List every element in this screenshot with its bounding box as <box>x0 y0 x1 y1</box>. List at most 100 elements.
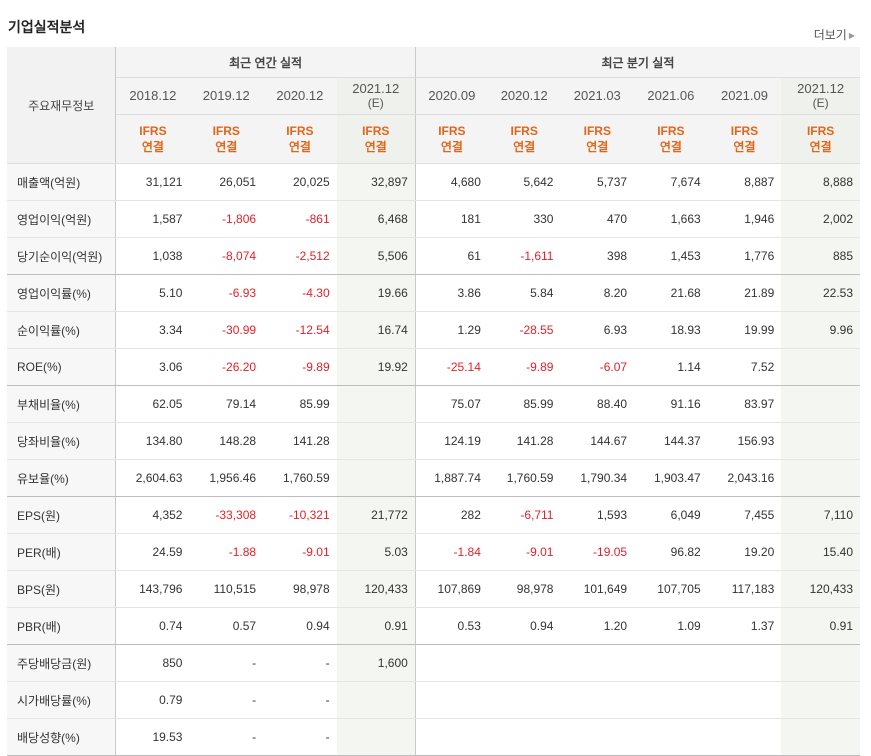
table-cell <box>781 681 860 719</box>
table-cell: 85.99 <box>263 385 337 423</box>
table-cell <box>336 718 416 756</box>
table-row: ROE(%) 3.06 -26.20 -9.89 19.92 -25.14 -9.89 -6.… <box>7 348 860 386</box>
basis-header: IFRS 연결 <box>415 114 488 164</box>
table-cell: 110,515 <box>189 570 264 608</box>
table-row: PER(배) 24.59 -1.88 -9.01 5.03 -1.84 -9.01 -19.0… <box>7 533 860 571</box>
period-label: 2018.12 <box>129 88 177 103</box>
table-cell: 75.07 <box>415 385 488 423</box>
table-row: 시가배당률(%) 0.79- - <box>7 681 860 719</box>
row-label: 영업이익률(%) <box>7 274 117 312</box>
table-cell: 31,121 <box>115 163 190 201</box>
table-cell: -6,711 <box>487 496 561 534</box>
period-label: 2020.09 <box>428 88 476 103</box>
table-cell: 8.20 <box>560 274 635 312</box>
table-cell <box>336 681 416 719</box>
table-cell: 181 <box>415 200 488 238</box>
table-cell: 120,433 <box>781 570 860 608</box>
basis-standard: IFRS <box>362 124 390 138</box>
row-label: ROE(%) <box>7 348 117 386</box>
row-label: 주당배당금(원) <box>7 644 117 682</box>
table-cell: 85.99 <box>487 385 561 423</box>
corner-label: 주요재무정보 <box>7 47 117 164</box>
period-header: 2020.12 <box>487 77 561 115</box>
table-cell: 0.57 <box>189 607 264 645</box>
basis-standard: IFRS <box>806 124 835 138</box>
table-cell: 850 <box>115 644 190 682</box>
table-cell: 18.93 <box>634 311 708 349</box>
basis-standard: IFRS <box>212 124 240 138</box>
table-cell: 1,587 <box>115 200 190 238</box>
table-cell: 156.93 <box>707 422 782 460</box>
table-cell: 1,663 <box>634 200 708 238</box>
table-row: 당좌비율(%) 134.80 148.28 141.28 124.19 141.28 144… <box>7 422 860 460</box>
period-header: 2021.06 <box>634 77 708 115</box>
period-header: 2021.03 <box>560 77 635 115</box>
basis-standard: IFRS <box>583 124 611 138</box>
row-label: EPS(원) <box>7 496 117 534</box>
period-label: 2021.06 <box>647 88 695 103</box>
row-label: 시가배당률(%) <box>7 681 117 719</box>
table-cell: 4,680 <box>415 163 488 201</box>
table-cell <box>781 422 860 460</box>
more-label: 더보기 <box>813 28 847 42</box>
table-cell <box>336 422 416 460</box>
table-row: 영업이익(억원) 1,587 -1,806 -861 6,468 181 330 470 1,6… <box>7 200 860 238</box>
basis-header: IFRS 연결 <box>487 114 561 164</box>
table-cell: 148.28 <box>189 422 264 460</box>
period-label: 2021.09 <box>720 88 768 103</box>
period-label: 2021.03 <box>573 88 621 103</box>
table-cell: 1,038 <box>115 237 190 275</box>
table-row: 유보율(%) 2,604.63 1,956.46 1,760.59 1,887.74 1,… <box>7 459 860 497</box>
table-cell: 26,051 <box>189 163 264 201</box>
basis-header: IFRS 연결 <box>336 114 416 164</box>
row-label: 당기순이익(억원) <box>7 237 117 275</box>
basis-consolidated: 연결 <box>659 140 682 154</box>
table-cell: 1.29 <box>415 311 488 349</box>
section-title: 기업실적분석 <box>8 19 86 35</box>
table-cell: 8,888 <box>781 163 860 201</box>
table-cell: 124.19 <box>415 422 488 460</box>
table-cell: 1,453 <box>634 237 708 275</box>
table-cell: -2,512 <box>263 237 337 275</box>
table-cell: -4.30 <box>263 274 337 312</box>
table-cell: 32,897 <box>336 163 416 201</box>
table-cell: -1.84 <box>415 533 488 571</box>
basis-standard: IFRS <box>438 124 466 138</box>
table-cell <box>560 644 635 682</box>
table-cell: 117,183 <box>707 570 782 608</box>
table-cell: 16.74 <box>336 311 416 349</box>
table-cell: 15.40 <box>781 533 860 571</box>
table-cell <box>781 348 860 386</box>
table-cell: -9.01 <box>263 533 337 571</box>
basis-header: IFRS 연결 <box>189 114 264 164</box>
table-cell: -12.54 <box>263 311 337 349</box>
period-header: 2021.12 (E) <box>781 77 860 115</box>
table-cell: 101,649 <box>560 570 635 608</box>
table-cell: - <box>263 644 337 682</box>
more-link[interactable]: 더보기 ▶ <box>814 26 855 43</box>
table-cell: 330 <box>487 200 561 238</box>
table-cell: -9.01 <box>487 533 561 571</box>
table-row: 매출액(억원) 31,121 26,051 20,025 32,897 4,680 5,64… <box>7 163 860 201</box>
table-cell: 2,002 <box>781 200 860 238</box>
table-row: 영업이익률(%) 5.10 -6.93 -4.30 19.66 3.86 5.84 8.20 2… <box>7 274 860 312</box>
table-cell: -28.55 <box>487 311 561 349</box>
table-row: 부채비율(%) 62.05 79.14 85.99 75.07 85.99 88.40 91.… <box>7 385 860 423</box>
table-cell: 19.99 <box>707 311 782 349</box>
table-cell: 24.59 <box>115 533 190 571</box>
basis-header: IFRS 연결 <box>707 114 782 164</box>
basis-consolidated: 연결 <box>440 140 463 154</box>
table-cell <box>560 681 635 719</box>
table-cell: 6,049 <box>634 496 708 534</box>
table-cell: 5.10 <box>115 274 190 312</box>
table-cell: -25.14 <box>415 348 488 386</box>
table-cell: -9.89 <box>487 348 561 386</box>
table-row: 배당성향(%) 19.53- - <box>7 718 860 756</box>
table-cell: -6.07 <box>560 348 635 386</box>
period-header: 2020.12 <box>263 77 337 115</box>
table-cell <box>560 718 635 756</box>
table-cell <box>487 681 561 719</box>
row-label: 당좌비율(%) <box>7 422 117 460</box>
table-cell: 144.37 <box>634 422 708 460</box>
table-cell <box>781 459 860 497</box>
